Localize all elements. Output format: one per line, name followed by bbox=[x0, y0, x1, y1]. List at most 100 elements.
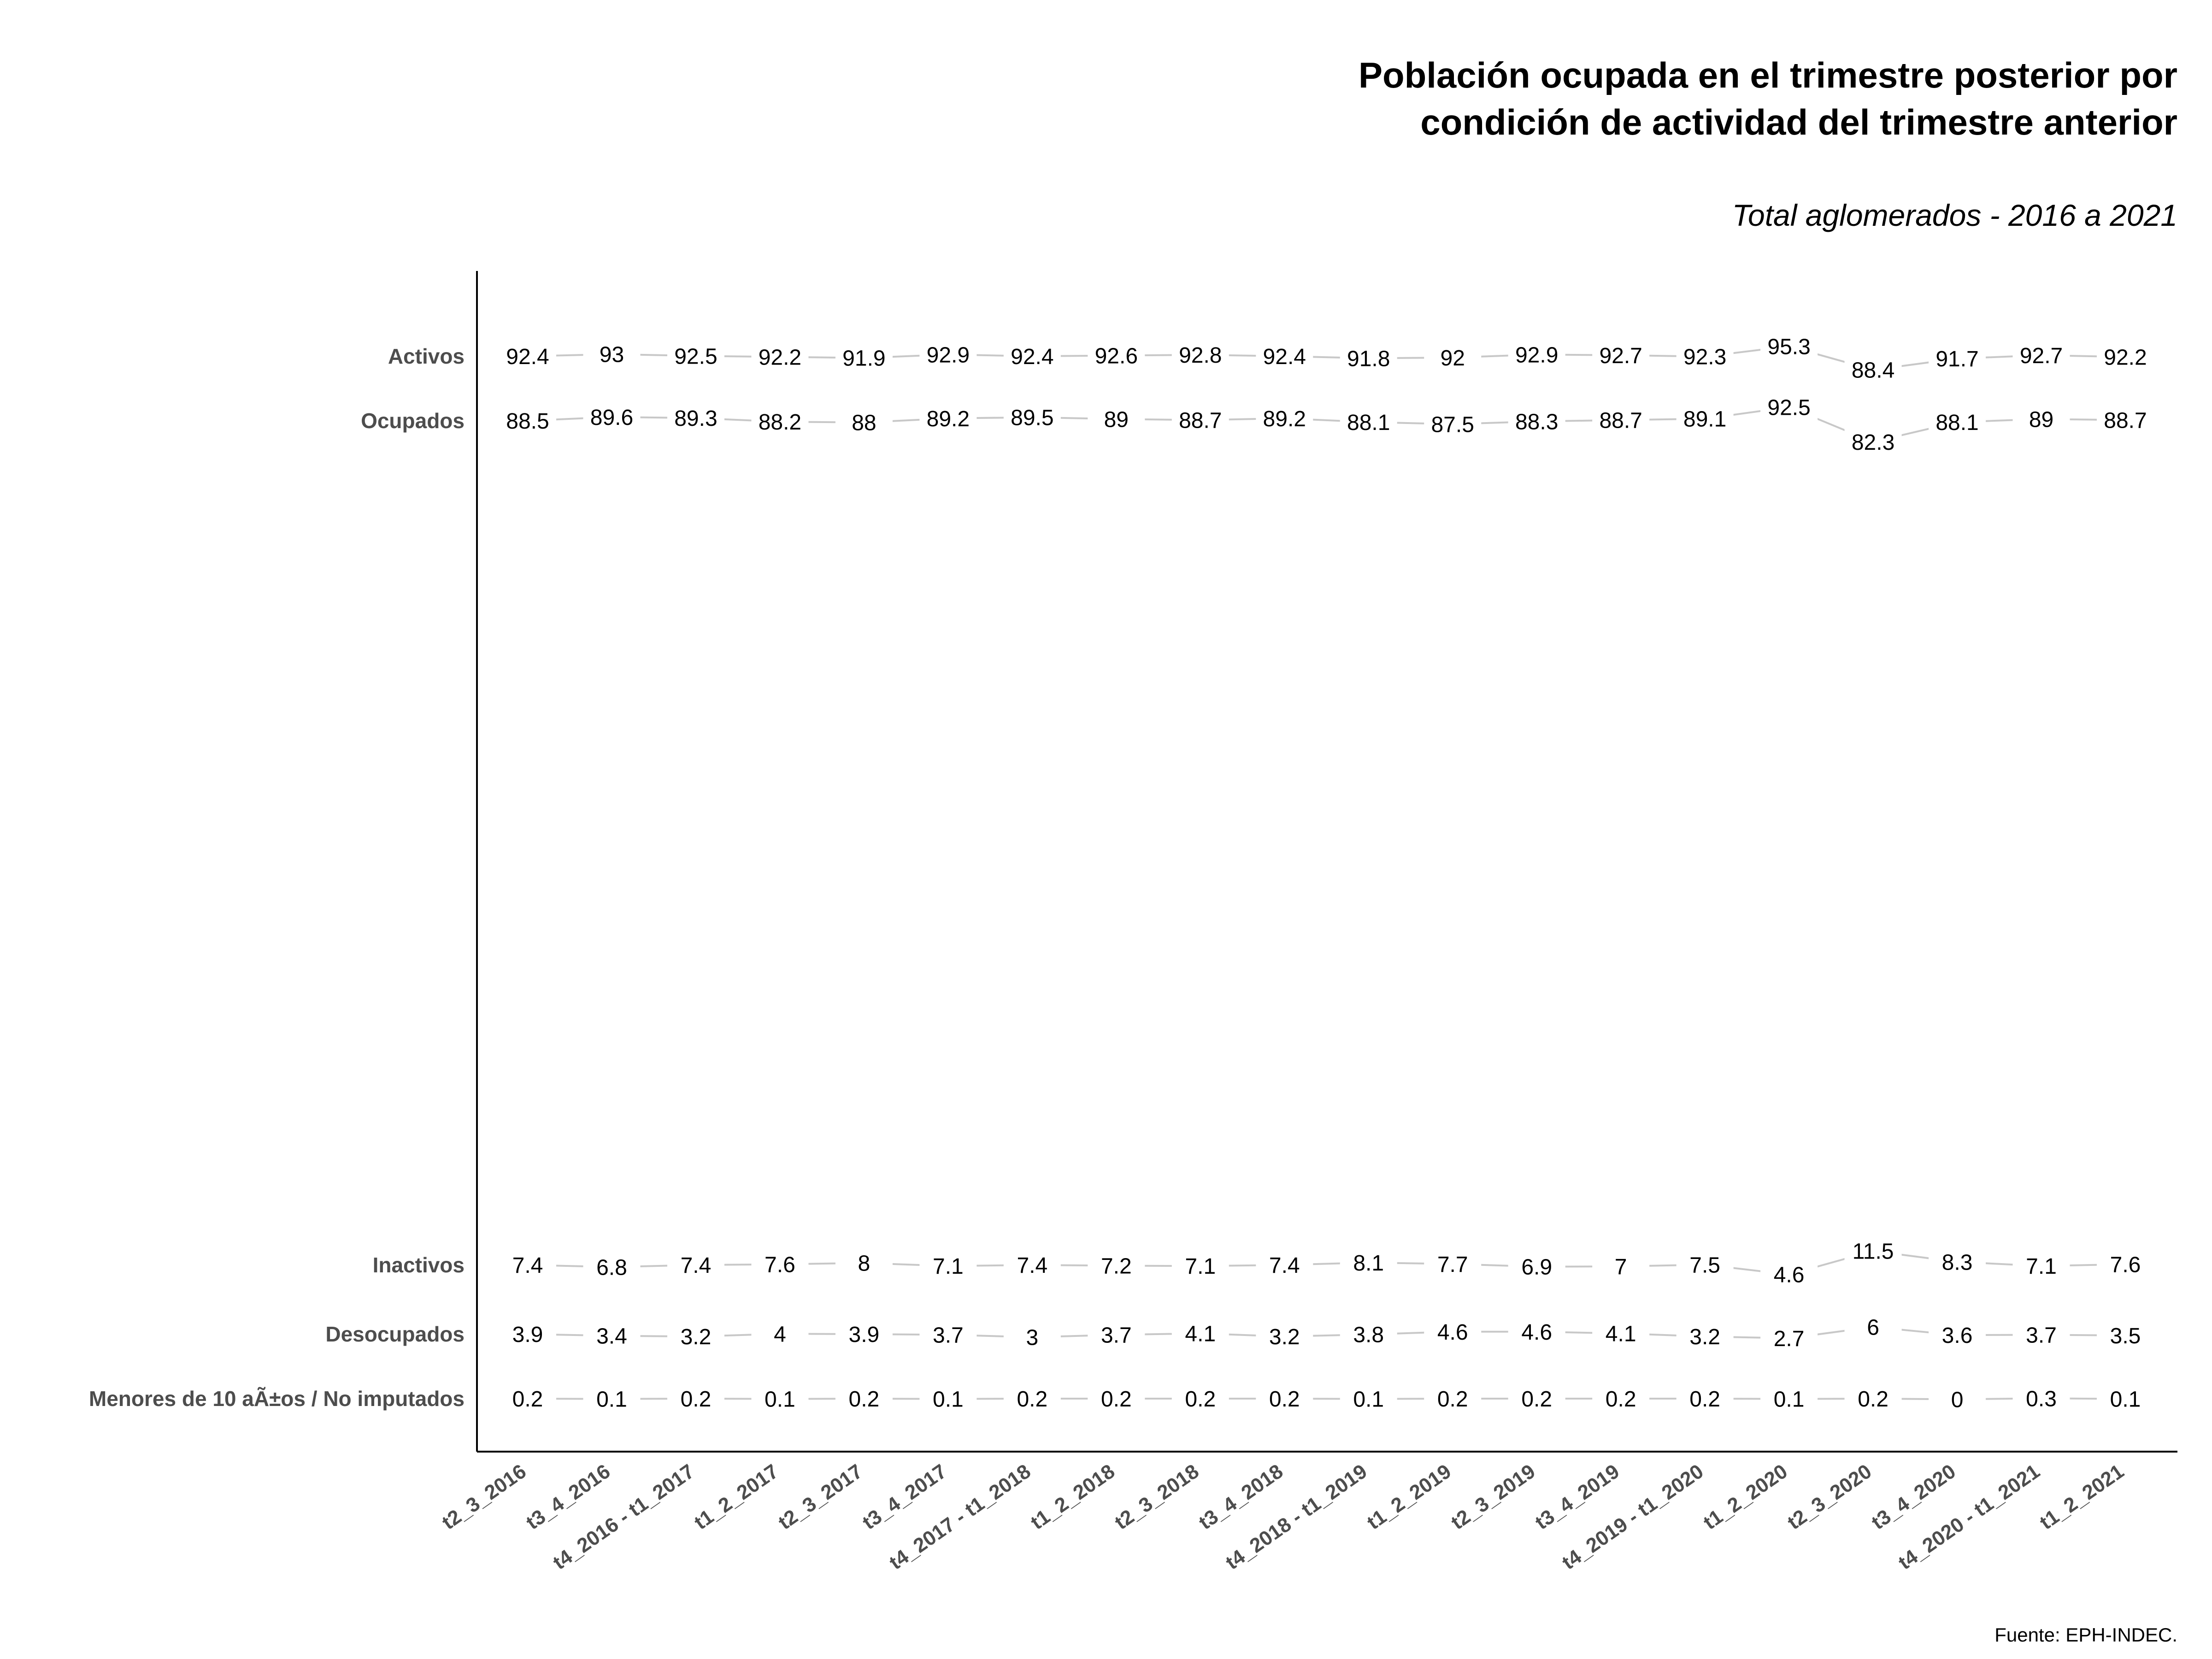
data-label-ocupados: 88.1 bbox=[1347, 411, 1390, 435]
data-label-background bbox=[1088, 1321, 1145, 1349]
data-label-ocupados: 89.2 bbox=[1263, 407, 1306, 431]
data-label-ocupados: 89.3 bbox=[674, 406, 717, 431]
data-labels: 92.4 93 92.5 92.2 91.9 92.9 92.4 92.6 92.8 92.4 91… bbox=[499, 332, 2154, 1413]
data-label-background bbox=[667, 1385, 724, 1412]
data-label-desocupados: 3.9 bbox=[849, 1323, 880, 1347]
data-label-ocupados: 87.5 bbox=[1431, 412, 1474, 437]
data-label-background bbox=[1340, 408, 1397, 436]
data-label-activos: 92.4 bbox=[1263, 345, 1306, 369]
data-label-inactivos: 7.5 bbox=[1689, 1253, 1720, 1277]
data-label-activos: 92.3 bbox=[1683, 345, 1726, 370]
data-label-background bbox=[2097, 406, 2154, 434]
data-label-background bbox=[1844, 1237, 1902, 1265]
data-label-background bbox=[667, 404, 724, 432]
data-label-inactivos: 8.1 bbox=[1353, 1251, 1384, 1276]
x-tick-label: t4_2017 - t1_2018 bbox=[885, 1460, 1035, 1574]
x-tick-label: t4_2019 - t1_2020 bbox=[1558, 1460, 1708, 1574]
data-label-background bbox=[1424, 1250, 1482, 1278]
data-label-menores-de-10-aa-os-no-imputados: 0.1 bbox=[2110, 1388, 2141, 1412]
row-label-menores-de-10-aa-os-no-imputados: Menores de 10 aÃ±os / No imputados bbox=[89, 1387, 465, 1411]
row-label-inactivos: Inactivos bbox=[373, 1253, 465, 1277]
data-label-menores-de-10-aa-os-no-imputados: 0.2 bbox=[1101, 1387, 1132, 1412]
data-label-activos: 92 bbox=[1441, 346, 1465, 371]
data-label-background bbox=[1676, 405, 1734, 433]
data-label-background bbox=[1088, 1252, 1145, 1280]
data-label-ocupados: 88.7 bbox=[2104, 409, 2147, 433]
x-tick-label: t1_2_2019 bbox=[1363, 1460, 1455, 1534]
data-label-menores-de-10-aa-os-no-imputados: 0.2 bbox=[681, 1387, 712, 1412]
data-label-background bbox=[1256, 404, 1313, 432]
data-label-inactivos: 7.4 bbox=[512, 1253, 543, 1278]
data-label-background bbox=[1844, 428, 1902, 456]
data-label-background bbox=[667, 1251, 724, 1279]
data-label-inactivos: 7.1 bbox=[1185, 1254, 1216, 1279]
data-label-background bbox=[1003, 342, 1061, 370]
data-label-background bbox=[2012, 1321, 2070, 1349]
data-label-activos: 92.9 bbox=[927, 343, 970, 367]
data-label-background bbox=[1592, 406, 1650, 434]
x-tick-label: t4_2018 - t1_2019 bbox=[1222, 1460, 1371, 1574]
data-label-desocupados: 4 bbox=[774, 1322, 786, 1347]
data-label-inactivos: 8.3 bbox=[1942, 1250, 1973, 1275]
data-label-background bbox=[835, 1249, 893, 1277]
series-row-labels: Activos Ocupados Inactivos Desocupados Menor… bbox=[89, 344, 465, 1411]
data-label-background bbox=[583, 403, 641, 431]
data-label-ocupados: 89.2 bbox=[927, 407, 970, 431]
data-label-background bbox=[919, 1321, 977, 1349]
data-label-desocupados: 3.7 bbox=[933, 1323, 964, 1347]
data-label-background bbox=[1760, 1385, 1818, 1413]
data-label-background bbox=[751, 1320, 809, 1348]
data-label-background bbox=[1003, 1385, 1061, 1412]
data-label-background bbox=[1676, 1323, 1734, 1351]
data-label-background bbox=[1676, 1251, 1734, 1279]
data-label-background bbox=[583, 340, 641, 368]
data-label-desocupados: 3.8 bbox=[1353, 1323, 1384, 1347]
data-label-inactivos: 6.9 bbox=[1521, 1255, 1552, 1280]
data-label-background bbox=[751, 408, 809, 436]
data-label-background bbox=[751, 1250, 809, 1278]
data-label-background bbox=[583, 1253, 641, 1281]
data-label-background bbox=[667, 1323, 724, 1351]
data-label-menores-de-10-aa-os-no-imputados: 0.1 bbox=[933, 1388, 964, 1412]
x-tick-label: t2_3_2020 bbox=[1783, 1460, 1876, 1534]
data-label-desocupados: 3.2 bbox=[1689, 1325, 1720, 1349]
x-tick-label: t2_3_2016 bbox=[438, 1460, 530, 1534]
data-label-menores-de-10-aa-os-no-imputados: 0.1 bbox=[596, 1388, 627, 1412]
data-label-inactivos: 7.4 bbox=[1017, 1253, 1047, 1278]
data-label-inactivos: 7.1 bbox=[2026, 1254, 2057, 1279]
data-label-ocupados: 88.7 bbox=[1599, 409, 1642, 433]
data-label-menores-de-10-aa-os-no-imputados: 0.3 bbox=[2026, 1387, 2057, 1411]
data-label-activos: 95.3 bbox=[1767, 335, 1810, 359]
data-label-background bbox=[1171, 1319, 1229, 1347]
data-label-background bbox=[919, 341, 977, 369]
data-label-background bbox=[2012, 341, 2070, 369]
data-label-menores-de-10-aa-os-no-imputados: 0.1 bbox=[1353, 1388, 1384, 1412]
data-label-menores-de-10-aa-os-no-imputados: 0.2 bbox=[849, 1387, 880, 1412]
data-label-menores-de-10-aa-os-no-imputados: 0 bbox=[1951, 1388, 1964, 1412]
data-label-desocupados: 4.1 bbox=[1185, 1322, 1216, 1347]
data-label-activos: 91.7 bbox=[1936, 347, 1978, 371]
data-label-menores-de-10-aa-os-no-imputados: 0.2 bbox=[1689, 1387, 1720, 1412]
data-label-background bbox=[1508, 1385, 1565, 1412]
row-label-activos: Activos bbox=[388, 344, 465, 368]
data-label-desocupados: 3.2 bbox=[681, 1325, 712, 1349]
data-label-background bbox=[919, 404, 977, 432]
data-label-background bbox=[1088, 341, 1145, 370]
x-tick-label: t1_2_2017 bbox=[690, 1460, 782, 1534]
data-label-background bbox=[835, 408, 893, 436]
data-label-background bbox=[1592, 341, 1650, 369]
data-label-activos: 92.7 bbox=[1599, 344, 1642, 368]
data-label-background bbox=[1424, 1318, 1482, 1346]
data-label-background bbox=[1003, 1251, 1061, 1279]
data-label-background bbox=[1171, 1385, 1229, 1412]
data-label-menores-de-10-aa-os-no-imputados: 0.1 bbox=[1774, 1388, 1805, 1412]
data-label-background bbox=[499, 1385, 556, 1412]
data-label-background bbox=[1760, 1260, 1818, 1288]
data-label-desocupados: 3 bbox=[1026, 1326, 1038, 1350]
data-label-background bbox=[2012, 405, 2070, 433]
data-label-background bbox=[1424, 1385, 1482, 1412]
data-label-menores-de-10-aa-os-no-imputados: 0.2 bbox=[1269, 1387, 1300, 1412]
data-label-desocupados: 3.7 bbox=[1101, 1323, 1132, 1347]
